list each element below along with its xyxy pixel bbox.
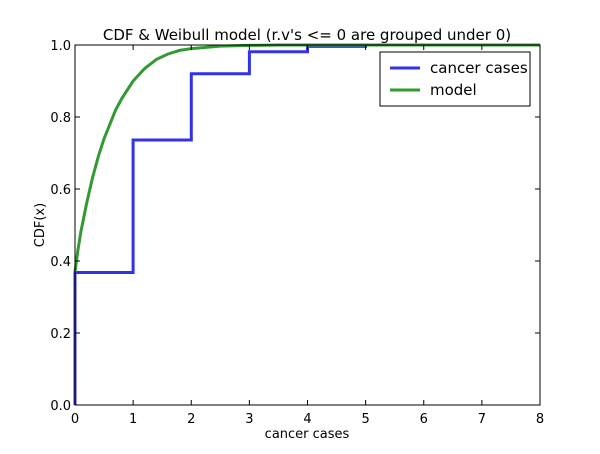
y-tick-label: 0.6 [50, 183, 71, 198]
y-tick-label: 0.4 [50, 255, 71, 270]
y-tick-label: 0.0 [50, 399, 71, 414]
y-tick-label: 0.2 [50, 327, 71, 342]
legend-box [379, 51, 531, 107]
y-tick-label: 0.8 [50, 111, 71, 126]
y-tick-label: 1.0 [50, 39, 71, 54]
x-tick-label: 3 [245, 412, 253, 427]
x-tick-label: 4 [303, 412, 311, 427]
y-axis-label: CDF(x) [33, 203, 48, 247]
legend-label-cancer-cases: cancer cases [430, 59, 528, 77]
x-tick-label: 5 [361, 412, 369, 427]
x-axis-label: cancer cases [265, 427, 350, 442]
x-tick-label: 8 [536, 412, 544, 427]
legend-label-model: model [430, 81, 477, 99]
chart-title: CDF & Weibull model (r.v's <= 0 are grou… [103, 26, 511, 44]
x-tick-label: 0 [71, 412, 79, 427]
plot-area: 0 1 2 3 4 5 6 7 8 0.0 0.2 0.4 0.6 0.8 1.0 cancer cases m… [50, 39, 544, 427]
x-tick-label: 2 [187, 412, 195, 427]
x-tick-label: 6 [420, 412, 428, 427]
x-tick-label: 1 [129, 412, 137, 427]
x-tick-label: 7 [478, 412, 486, 427]
